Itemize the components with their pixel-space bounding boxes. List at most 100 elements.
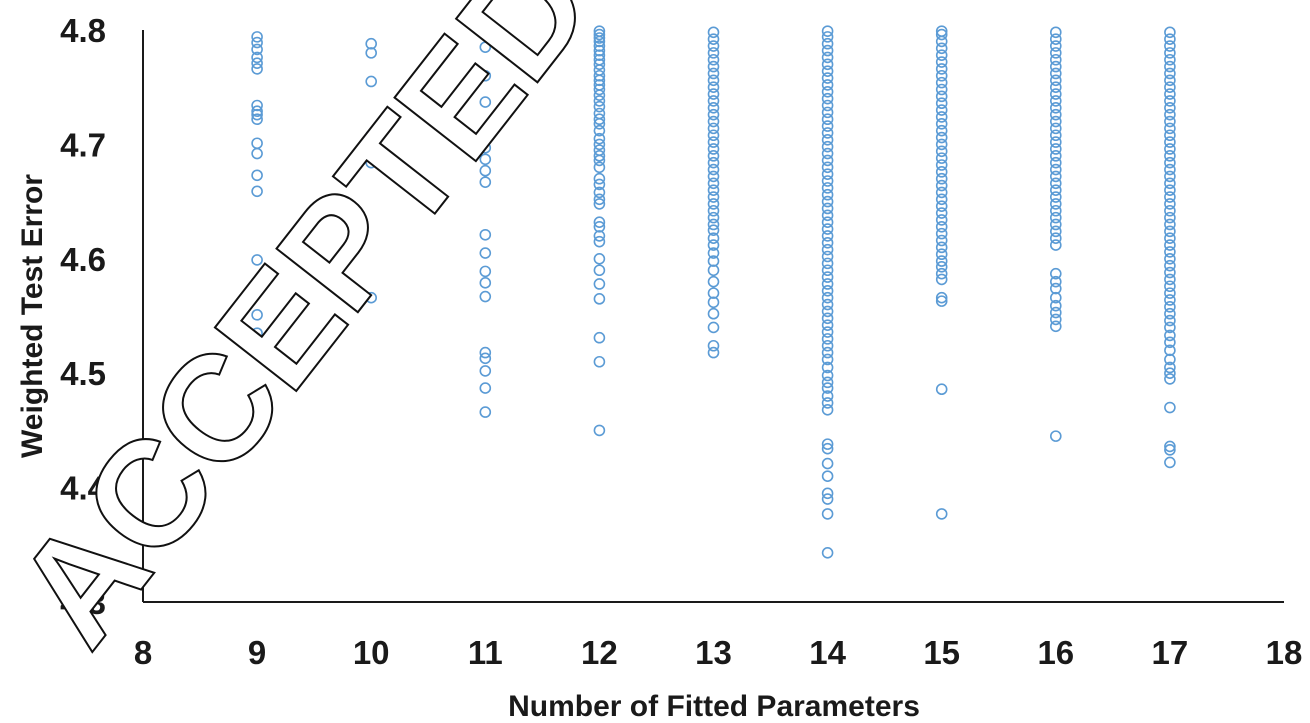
data-point — [365, 129, 378, 142]
data-point — [821, 298, 834, 311]
data-point — [821, 264, 834, 277]
data-point — [1164, 115, 1176, 128]
data-point — [251, 309, 263, 321]
data-point — [1050, 88, 1062, 100]
data-point — [479, 247, 492, 259]
x-tick-label: 15 — [923, 634, 960, 671]
data-point — [593, 424, 606, 437]
data-point — [1164, 191, 1176, 203]
data-point — [593, 44, 606, 57]
x-tick-label: 10 — [353, 634, 390, 671]
data-point — [1164, 301, 1176, 313]
data-point — [707, 26, 720, 39]
data-point — [251, 43, 263, 56]
data-point — [1050, 67, 1062, 80]
data-point — [1164, 177, 1176, 190]
data-point — [1164, 33, 1176, 45]
data-point — [821, 326, 834, 338]
data-point — [479, 176, 492, 188]
data-point — [707, 346, 720, 359]
data-point — [821, 547, 834, 559]
data-point — [251, 327, 263, 339]
data-point — [935, 138, 948, 151]
data-point — [935, 69, 948, 82]
data-point — [821, 404, 834, 416]
data-point — [707, 163, 720, 176]
data-point — [365, 291, 378, 304]
data-point — [1050, 108, 1062, 121]
data-point — [935, 186, 948, 199]
data-point — [1164, 122, 1176, 135]
data-point — [593, 150, 606, 162]
data-point — [821, 195, 834, 208]
data-point — [1164, 307, 1176, 320]
data-point — [1164, 336, 1176, 349]
data-point — [821, 99, 834, 112]
data-point — [935, 159, 948, 171]
data-point — [707, 184, 720, 196]
x-tick-label: 16 — [1037, 634, 1074, 671]
data-point — [479, 290, 492, 303]
data-point — [935, 508, 948, 520]
data-point — [821, 216, 834, 228]
data-point — [821, 25, 834, 37]
data-point — [821, 127, 834, 139]
data-point — [251, 51, 263, 64]
data-point — [593, 28, 606, 41]
data-point — [707, 74, 720, 87]
data-point — [593, 138, 606, 151]
x-tick-label: 11 — [468, 634, 503, 671]
data-point — [1164, 170, 1176, 183]
data-point — [593, 124, 606, 137]
data-point — [1164, 329, 1176, 342]
data-point — [707, 239, 720, 251]
data-point — [707, 191, 720, 203]
data-point — [821, 161, 834, 174]
data-point — [1050, 198, 1062, 210]
data-point — [1164, 184, 1176, 196]
data-point — [821, 369, 834, 382]
data-point — [821, 312, 834, 325]
data-point — [821, 339, 834, 352]
x-tick-label: 12 — [581, 634, 618, 671]
data-point — [935, 90, 948, 103]
data-point — [1050, 313, 1062, 326]
data-points — [251, 25, 1176, 559]
y-tick-label: 4.5 — [60, 355, 106, 392]
data-point — [593, 172, 606, 185]
data-point — [593, 79, 606, 91]
data-point — [821, 79, 834, 91]
data-point — [1050, 122, 1062, 135]
data-point — [1050, 40, 1062, 52]
data-point — [479, 27, 492, 40]
data-point — [821, 175, 834, 187]
data-point — [821, 140, 834, 153]
data-point — [593, 83, 606, 96]
data-point — [707, 33, 720, 45]
data-point — [1164, 47, 1176, 59]
data-point — [1164, 344, 1176, 357]
data-point — [821, 278, 834, 290]
data-point — [821, 147, 834, 160]
data-point — [707, 81, 720, 93]
data-point — [707, 177, 720, 190]
data-point — [479, 142, 492, 154]
data-point — [707, 47, 720, 59]
data-point — [1050, 26, 1062, 39]
data-point — [707, 150, 720, 162]
data-point — [593, 32, 606, 44]
data-point — [251, 147, 263, 160]
data-point — [1050, 47, 1062, 59]
data-point — [479, 346, 492, 359]
data-point — [479, 406, 492, 418]
data-point — [593, 264, 606, 277]
data-point — [1050, 101, 1062, 114]
data-point — [707, 296, 720, 309]
data-point — [251, 99, 263, 112]
data-point — [821, 376, 834, 389]
data-point — [593, 278, 606, 290]
data-point — [1164, 143, 1176, 155]
data-point — [1050, 239, 1062, 251]
data-point — [1050, 320, 1062, 333]
data-point — [935, 28, 948, 41]
